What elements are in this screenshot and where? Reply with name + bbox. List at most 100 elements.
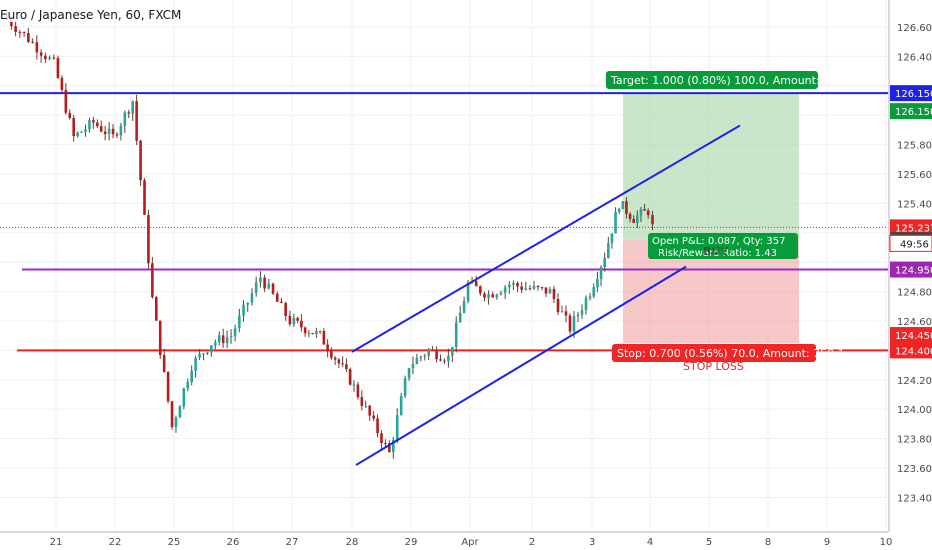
support-price-tag: 124.950 <box>895 266 932 277</box>
channel-lower-line[interactable] <box>355 265 687 466</box>
candle-body-26-4 <box>588 296 592 298</box>
candle-body-29-2 <box>628 213 632 219</box>
time-tick-10: 4 <box>647 537 653 548</box>
candle-body-8-3 <box>186 382 190 389</box>
open-pnl-label: Open P&L: 0.087, Qty: 357 <box>652 236 785 247</box>
time-tick-0: 21 <box>50 537 63 548</box>
candle-body-12-1 <box>267 283 271 289</box>
candle-body-16-1 <box>376 418 379 434</box>
candle-body-22-1 <box>495 294 499 298</box>
support-price-tag-box <box>890 261 932 278</box>
candle-body-11-6 <box>259 277 262 283</box>
candle-body-10-3 <box>225 337 229 344</box>
target-label: Target: 1.000 (0.80%) 100.0, Amount: 135… <box>610 74 851 87</box>
trend-channel[interactable] <box>351 124 741 466</box>
candle-body-12-4 <box>280 301 283 303</box>
risk-reward-label: Risk/Reward Ratio: 1.43 <box>658 248 777 259</box>
stop-label: Stop: 0.700 (0.56%) 70.0, Amount: 750.1 <box>617 347 845 360</box>
candle-body-16-2 <box>380 433 383 444</box>
candle-body-4-1 <box>99 126 103 132</box>
price-tick-6: 125.400 <box>897 199 932 210</box>
candle-body-30-2 <box>643 209 646 211</box>
candle-body-23-2 <box>520 286 523 290</box>
channel-upper-line[interactable] <box>351 124 741 353</box>
candle-body-20-1 <box>454 322 458 347</box>
candle-body-25-1 <box>556 298 560 312</box>
candle-body-27-2 <box>599 267 603 280</box>
time-tick-3: 26 <box>227 537 240 548</box>
candle-body-26-2 <box>580 310 584 315</box>
candle-body-17-1 <box>395 415 399 440</box>
candle-body-2-4 <box>72 118 75 137</box>
candle-body-3-0 <box>76 132 79 137</box>
candle-body-3-1 <box>80 131 83 133</box>
candle-body-25-2 <box>560 311 564 313</box>
candle-body-8-4 <box>190 370 193 383</box>
target-label-box <box>606 71 818 89</box>
target-price-tag-box <box>890 103 932 120</box>
countdown-box <box>889 234 932 252</box>
price-tick-10: 124.800 <box>897 288 932 299</box>
resistance-price-tag-box <box>890 85 932 102</box>
stop-loss-text: STOP LOSS <box>683 360 744 373</box>
candle-body-1-2 <box>39 52 43 56</box>
candle-body-28-2 <box>614 211 617 234</box>
time-tick-9: 3 <box>589 537 595 548</box>
time-tick-12: 8 <box>765 537 771 548</box>
candle-body-12-6 <box>288 316 292 325</box>
candle-body-6-1 <box>139 140 142 181</box>
candle-body-1-0 <box>31 41 34 43</box>
candle-body-28-1 <box>610 233 614 244</box>
price-tick-18: 123.400 <box>897 493 932 504</box>
candle-body-9-3 <box>206 352 209 354</box>
candle-body-13-0 <box>292 318 296 325</box>
candle-body-24-3 <box>544 287 548 294</box>
candle-body-2-2 <box>64 89 68 113</box>
price-tick-4: 125.800 <box>897 141 932 152</box>
candle-body-14-4 <box>337 359 341 364</box>
time-axis-bg <box>0 532 932 550</box>
candle-body-5-3 <box>127 112 131 114</box>
candle-body-6-4 <box>151 263 154 298</box>
candle-body-2-1 <box>60 77 64 90</box>
stop-zone-price-tag-box <box>890 327 932 344</box>
candle-body-8-2 <box>182 388 186 407</box>
candle-body-5-2 <box>123 112 127 126</box>
candle-body-5-1 <box>119 125 123 136</box>
current-price-tag: 125.237 <box>895 223 932 234</box>
candle-body-16-4 <box>388 443 391 453</box>
candle-body-12-3 <box>275 293 279 302</box>
candle-body-6-3 <box>147 214 150 264</box>
candle-body-26-1 <box>576 314 580 317</box>
candle-body-13-3 <box>303 327 307 334</box>
candle-body-26-0 <box>572 316 576 332</box>
time-axis[interactable]: 21 22 25 26 27 28 29 Apr 2 3 4 5 8 9 10 <box>0 531 932 550</box>
candle-body-1-1 <box>35 42 39 53</box>
candle-body-14-6 <box>345 364 348 370</box>
candle-body-15-4 <box>368 405 371 416</box>
candle-body-10-2 <box>221 335 225 344</box>
price-tick-16: 123.800 <box>897 435 932 446</box>
pnl-label-box <box>648 233 798 259</box>
countdown-tag: 49:56 <box>900 239 929 250</box>
candle-body-7-3 <box>166 371 170 402</box>
candle-body-7-2 <box>162 355 166 372</box>
price-tick-14: 124.200 <box>897 376 932 387</box>
candle-body-1-5 <box>52 57 56 59</box>
current-price-tag-box <box>890 219 932 236</box>
price-axis[interactable]: 126.600126.400126.150126.000125.800125.6… <box>888 0 932 550</box>
time-tick-4: 27 <box>286 537 299 548</box>
candle-body-14-3 <box>333 357 337 360</box>
candle-body-24-4 <box>548 288 552 294</box>
time-tick-11: 5 <box>706 537 712 548</box>
candle-body-27-1 <box>596 279 599 288</box>
stop-label-box <box>612 344 816 362</box>
candle-body-11-4 <box>250 293 254 303</box>
candle-body-10-1 <box>217 335 221 343</box>
position-labels: Target: 1.000 (0.80%) 100.0, Amount: 135… <box>606 71 851 373</box>
time-tick-2: 25 <box>168 537 181 548</box>
candle-body-6-0 <box>135 101 138 141</box>
candle-body-25-3 <box>564 311 568 316</box>
